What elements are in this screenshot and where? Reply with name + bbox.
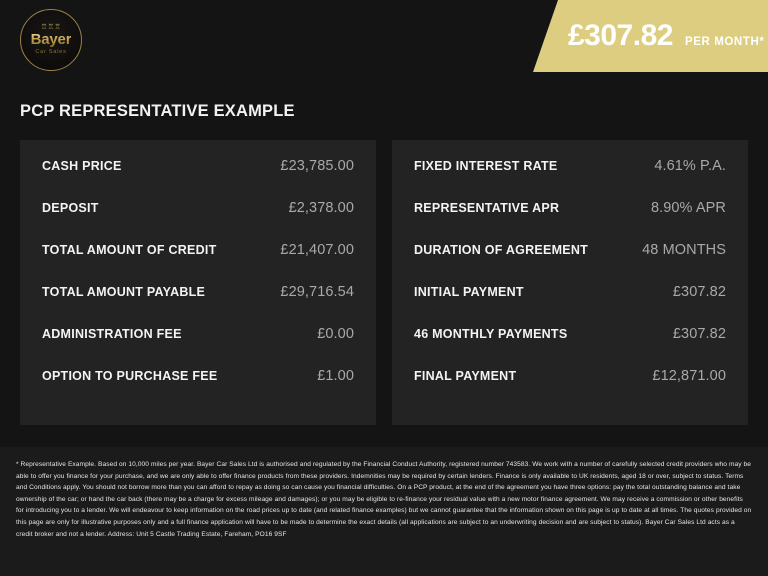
row-value: 48 MONTHS	[642, 242, 726, 258]
page-title: PCP REPRESENTATIVE EXAMPLE	[20, 102, 295, 120]
footer: * Representative Example. Based on 10,00…	[0, 447, 768, 576]
table-row: ADMINISTRATION FEE £0.00	[42, 326, 354, 368]
table-row: 46 MONTHLY PAYMENTS £307.82	[414, 326, 726, 368]
row-label: FINAL PAYMENT	[414, 369, 517, 383]
row-value: 4.61% P.A.	[654, 158, 726, 174]
brand-logo-subtitle: Car Sales	[35, 49, 67, 55]
monthly-price-amount: £307.82	[568, 19, 673, 52]
row-value: £307.82	[672, 326, 726, 342]
table-row: TOTAL AMOUNT OF CREDIT £21,407.00	[42, 242, 354, 284]
row-label: TOTAL AMOUNT PAYABLE	[42, 285, 206, 299]
monthly-price-period: PER MONTH*	[684, 36, 765, 48]
row-value: 8.90% APR	[650, 200, 726, 216]
table-row: CASH PRICE £23,785.00	[42, 158, 354, 200]
brand-logo-name: Bayer	[30, 31, 72, 48]
row-label: CASH PRICE	[42, 159, 122, 173]
row-label: DURATION OF AGREEMENT	[414, 243, 588, 257]
table-row: REPRESENTATIVE APR 8.90% APR	[414, 200, 726, 242]
table-row: FIXED INTEREST RATE 4.61% P.A.	[414, 158, 726, 200]
brand-logo[interactable]: ♖♖♖ Bayer Car Sales	[20, 9, 82, 71]
representative-example-panels: CASH PRICE £23,785.00 DEPOSIT £2,378.00 …	[20, 140, 748, 425]
row-value: £23,785.00	[280, 158, 354, 174]
row-value: £307.82	[672, 284, 726, 300]
row-label: DEPOSIT	[42, 201, 99, 215]
row-label: ADMINISTRATION FEE	[42, 327, 182, 341]
table-row: TOTAL AMOUNT PAYABLE £29,716.54	[42, 284, 354, 326]
table-row: DEPOSIT £2,378.00	[42, 200, 354, 242]
finance-terms-panel: FIXED INTEREST RATE 4.61% P.A. REPRESENT…	[392, 140, 748, 425]
row-value: £21,407.00	[280, 242, 354, 258]
disclaimer-text: * Representative Example. Based on 10,00…	[16, 461, 752, 538]
table-row: INITIAL PAYMENT £307.82	[414, 284, 726, 326]
table-row: FINAL PAYMENT £12,871.00	[414, 368, 726, 410]
row-label: INITIAL PAYMENT	[414, 285, 524, 299]
row-value: £12,871.00	[652, 368, 726, 384]
row-value: £29,716.54	[280, 284, 354, 300]
row-label: FIXED INTEREST RATE	[414, 159, 558, 173]
row-value: £0.00	[317, 326, 354, 342]
row-label: REPRESENTATIVE APR	[414, 201, 560, 215]
row-label: 46 MONTHLY PAYMENTS	[414, 327, 568, 341]
row-label: TOTAL AMOUNT OF CREDIT	[42, 243, 217, 257]
table-row: OPTION TO PURCHASE FEE £1.00	[42, 368, 354, 410]
cost-breakdown-panel: CASH PRICE £23,785.00 DEPOSIT £2,378.00 …	[20, 140, 376, 425]
row-label: OPTION TO PURCHASE FEE	[42, 369, 218, 383]
table-row: DURATION OF AGREEMENT 48 MONTHS	[414, 242, 726, 284]
row-value: £1.00	[317, 368, 354, 384]
monthly-price-group: £307.82 PER MONTH*	[568, 21, 764, 51]
page-header: ♖♖♖ Bayer Car Sales £307.82 PER MONTH*	[0, 0, 768, 78]
row-value: £2,378.00	[288, 200, 354, 216]
monthly-price-banner: £307.82 PER MONTH*	[533, 0, 768, 72]
crown-icon: ♖♖♖	[40, 24, 62, 31]
